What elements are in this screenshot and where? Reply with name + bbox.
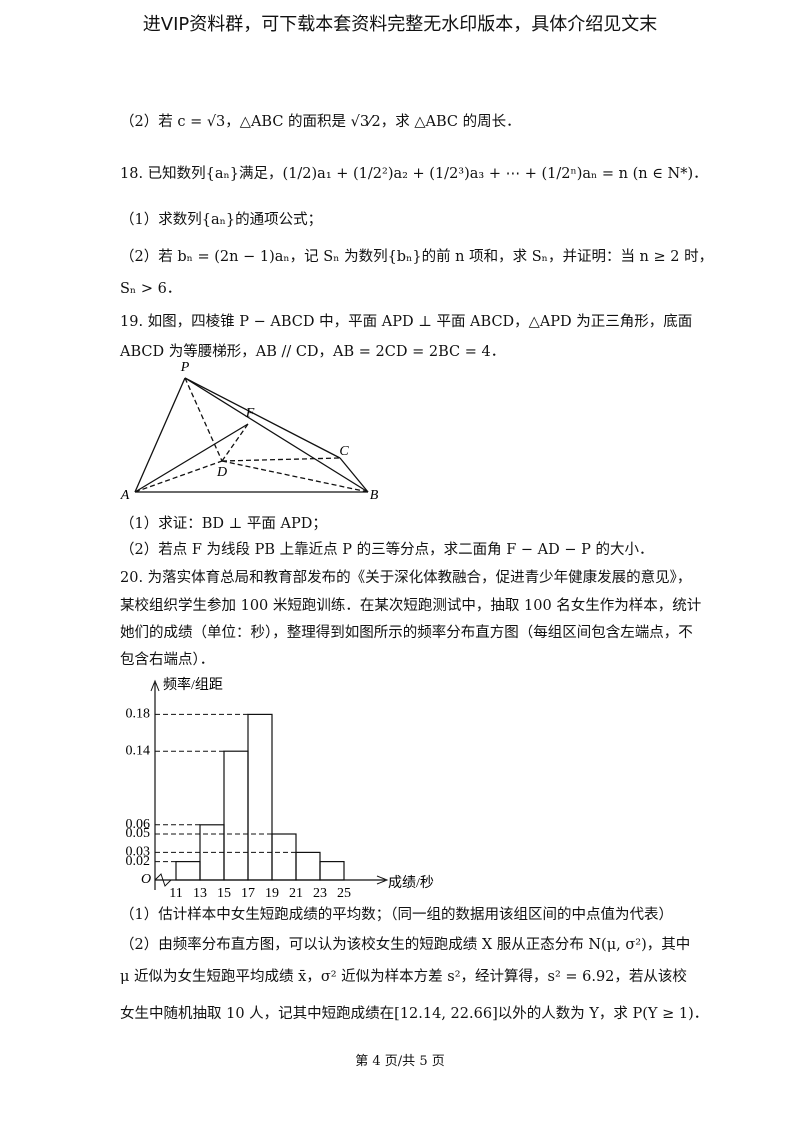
text-line: 女生中随机抽取 10 人，记其中短跑成绩在[12.14, 22.66]以外的人数… — [120, 1006, 709, 1022]
text-line: （2）由频率分布直方图，可以认为该校女生的短跑成绩 X 服从正态分布 N(μ, … — [120, 937, 691, 953]
text-line: μ 近似为女生短跑平均成绩 x̄，σ² 近似为样本方差 s²，经计算得，s² =… — [120, 969, 687, 985]
origin-label: O — [141, 872, 151, 887]
header: 进VIP资料群，可下载本套资料完整无水印版本，具体介绍见文末 — [142, 14, 658, 35]
x-axis-arrow — [376, 875, 389, 885]
y-axis-label: 频率/组距 — [163, 676, 223, 693]
vertex-label: B — [370, 488, 379, 503]
y-axis-arrow — [150, 679, 160, 692]
text-line: ABCD 为等腰梯形，AB // CD，AB = 2CD = 2BC = 4． — [120, 344, 506, 360]
y-tick-label: 0.14 — [126, 743, 151, 758]
edge — [134, 377, 186, 493]
y-tick-label: 0.02 — [126, 854, 151, 869]
x-axis-label: 成绩/秒 — [388, 875, 434, 891]
x-tick-label: 23 — [313, 886, 327, 901]
x-tick-label: 13 — [193, 886, 207, 901]
footer: 第 4 页/共 5 页 — [355, 1054, 445, 1069]
vertex-label: D — [216, 465, 227, 480]
vertex-label: F — [245, 406, 255, 421]
bar — [271, 833, 297, 881]
y-tick-label: 0.05 — [126, 826, 151, 841]
x-tick-label: 21 — [289, 886, 303, 901]
hidden-edge — [221, 457, 341, 462]
y-tick-label: 0.18 — [126, 707, 151, 722]
vertex-label: A — [120, 488, 130, 503]
text-line: 20. 为落实体育总局和教育部发布的《关于深化体教融合，促进青少年健康发展的意见… — [120, 570, 692, 586]
axis-break — [154, 873, 172, 887]
hidden-edge — [184, 377, 223, 462]
text-line: （1）求证：BD ⊥ 平面 APD； — [120, 516, 327, 532]
bar — [319, 860, 345, 881]
vertex-label: P — [180, 360, 190, 375]
bar — [295, 851, 321, 881]
text-line: （2）若 c = √3，△ABC 的面积是 √3⁄2，求 △ABC 的周长． — [120, 114, 521, 130]
text-line: （1）求数列{aₙ}的通项公式； — [120, 212, 323, 228]
bar — [247, 713, 273, 881]
text-line: Sₙ > 6． — [120, 281, 182, 297]
edge — [184, 377, 341, 459]
vertex-label: C — [339, 444, 349, 459]
bar — [175, 860, 201, 881]
text-line: 18. 已知数列{aₙ}满足，(1/2)a₁ + (1/2²)a₂ + (1/2… — [120, 166, 708, 182]
x-tick-label: 11 — [169, 886, 182, 901]
hidden-edge — [134, 460, 223, 493]
text-line: 19. 如图，四棱锥 P − ABCD 中，平面 APD ⊥ 平面 ABCD，△… — [120, 314, 693, 330]
text-line: 包含右端点）． — [120, 652, 215, 668]
text-line: 某校组织学生参加 100 米短跑训练．在某次短跑测试中，抽取 100 名女生作为… — [120, 598, 702, 614]
text-line: （1）估计样本中女生短跑成绩的平均数；（同一组的数据用该组区间的中点值为代表） — [120, 907, 673, 923]
text-line: 她们的成绩（单位：秒），整理得到如图所示的频率分布直方图（每组区间包含左端点，不 — [120, 625, 693, 641]
x-tick-label: 15 — [217, 886, 231, 901]
bar — [223, 750, 249, 881]
y-tick-label: 0.06 — [126, 817, 151, 832]
text-line: （2）若点 F 为线段 PB 上靠近点 P 的三等分点，求二面角 F − AD … — [120, 542, 654, 558]
x-tick-label: 17 — [241, 886, 255, 901]
y-tick-label: 0.03 — [126, 845, 151, 860]
edge — [339, 457, 369, 493]
hidden-edge — [221, 460, 369, 493]
x-tick-label: 25 — [337, 886, 351, 901]
edge — [134, 423, 249, 493]
x-tick-label: 19 — [265, 886, 279, 901]
edge — [184, 377, 369, 493]
hidden-edge — [221, 423, 249, 462]
text-line: （2）若 bₙ = (2n − 1)aₙ，记 Sₙ 为数列{bₙ}的前 n 项和… — [120, 249, 714, 265]
